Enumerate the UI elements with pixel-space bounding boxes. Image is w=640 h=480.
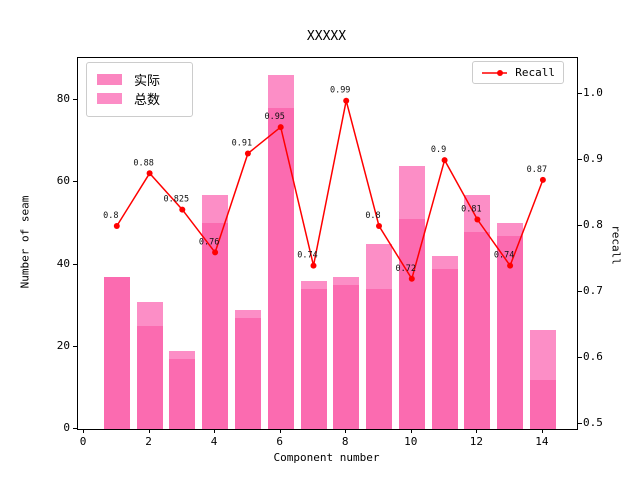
left-y-tick <box>73 345 77 347</box>
x-tick <box>476 429 478 433</box>
recall-point-label-7: 0.74 <box>297 251 317 261</box>
right-y-tick-label: 0.7 <box>583 284 603 297</box>
recall-marker-3 <box>179 206 186 213</box>
recall-point-label-14: 0.87 <box>527 165 547 175</box>
x-tick <box>345 429 347 433</box>
right-y-tick-label: 0.9 <box>583 152 603 166</box>
bar-legend: 实际 总数 <box>86 62 193 117</box>
x-tick-label: 0 <box>79 435 87 448</box>
bar-actual-5 <box>234 317 261 429</box>
x-tick-label: 4 <box>210 435 218 448</box>
x-tick <box>214 429 216 433</box>
recall-marker-5 <box>244 150 251 157</box>
left-y-tick <box>73 181 77 183</box>
recall-point-label-6: 0.95 <box>264 112 284 122</box>
left-y-tick-label: 80 <box>56 92 70 105</box>
x-tick-label: 2 <box>145 435 152 448</box>
bar-actual-14 <box>529 379 556 429</box>
right-y-tick-label: 1.0 <box>583 86 603 100</box>
legend-swatch-total <box>97 93 122 104</box>
x-tick <box>541 429 543 433</box>
left-y-axis-label: Number of seam <box>18 195 32 289</box>
x-tick <box>83 429 84 433</box>
left-y-tick-label: 20 <box>56 338 70 352</box>
recall-line <box>116 100 544 281</box>
bar-actual-1 <box>103 276 130 429</box>
recall-point-label-9: 0.8 <box>365 211 380 221</box>
right-y-tick <box>578 291 582 292</box>
recall-marker-12 <box>474 216 481 223</box>
recall-marker-10 <box>408 275 415 282</box>
legend-swatch-actual <box>97 74 122 85</box>
bar-actual-2 <box>136 326 163 429</box>
recall-line-layer: 0.8 0.88 0.825 0.76 0.91 0.95 0.74 0.99 0.8 0.72 0… <box>103 86 547 282</box>
bar-actual-4 <box>202 223 229 429</box>
bar-actual-9 <box>366 289 392 429</box>
legend-label-actual: 实际 <box>134 74 161 89</box>
x-axis-label: Component number <box>273 451 380 464</box>
recall-point-label-1: 0.8 <box>103 211 118 221</box>
recall-point-label-10: 0.72 <box>396 264 416 274</box>
recall-marker-9 <box>376 223 382 229</box>
right-y-tick-label: 0.8 <box>583 218 603 231</box>
recall-point-label-5: 0.91 <box>232 139 252 149</box>
legend-label-total: 总数 <box>134 93 161 108</box>
recall-marker-8 <box>343 97 350 104</box>
bar-actual-11 <box>431 268 458 429</box>
x-tick-label: 10 <box>404 435 418 448</box>
x-tick-label: 12 <box>469 435 484 448</box>
recall-marker-11 <box>441 157 448 164</box>
x-tick-label: 8 <box>341 435 349 448</box>
left-y-tick <box>73 99 77 100</box>
legend-label-recall: Recall <box>515 66 555 79</box>
recall-marker-6 <box>277 124 284 131</box>
bar-actual-12 <box>464 231 491 429</box>
left-y-tick <box>73 428 77 429</box>
x-tick <box>148 429 150 433</box>
bar-actual-3 <box>169 359 196 429</box>
plot-area: 0.8 0.88 0.825 0.76 0.91 0.95 0.74 0.99 0.8 0.72 0… <box>77 57 578 430</box>
recall-point-label-8: 0.99 <box>330 86 350 96</box>
recall-point-label-13: 0.74 <box>494 251 514 261</box>
right-y-tick <box>578 357 582 358</box>
recall-point-label-3: 0.825 <box>164 195 190 205</box>
right-y-tick <box>578 225 582 226</box>
recall-point-label-11: 0.9 <box>431 145 446 155</box>
x-tick-label: 6 <box>276 435 283 448</box>
recall-marker-13 <box>507 262 514 269</box>
right-y-tick-label: 0.6 <box>583 350 603 363</box>
recall-marker-14 <box>539 176 546 183</box>
right-y-tick <box>578 423 582 424</box>
right-y-tick <box>578 159 582 161</box>
recall-marker-4 <box>212 249 219 256</box>
left-y-tick <box>73 263 77 265</box>
left-y-tick-label: 0 <box>63 421 70 434</box>
recall-point-label-2: 0.88 <box>133 158 153 168</box>
x-tick-label: 14 <box>535 435 549 448</box>
bar-actual-8 <box>333 285 360 429</box>
recall-legend-sample <box>482 69 508 76</box>
x-tick <box>279 429 281 433</box>
recall-marker-2 <box>146 170 153 177</box>
recall-point-label-12: 0.81 <box>461 205 481 215</box>
bar-actual-7 <box>300 289 327 429</box>
legend-item-total: 总数 <box>97 89 182 108</box>
chart-title: XXXXX <box>306 29 347 44</box>
right-y-tick <box>578 93 582 95</box>
line-legend: Recall <box>472 61 564 84</box>
recall-point-label-4: 0.76 <box>199 237 219 247</box>
recall-marker-1 <box>113 223 120 229</box>
right-y-axis-label: recall <box>609 225 623 265</box>
recall-marker-7 <box>310 262 317 269</box>
legend-item-actual: 实际 <box>97 70 182 89</box>
right-y-tick-label: 0.5 <box>583 416 603 429</box>
x-tick <box>410 429 412 433</box>
left-y-tick-label: 60 <box>56 174 70 188</box>
bar-actual-10 <box>398 219 425 429</box>
left-y-tick-label: 40 <box>56 256 70 270</box>
